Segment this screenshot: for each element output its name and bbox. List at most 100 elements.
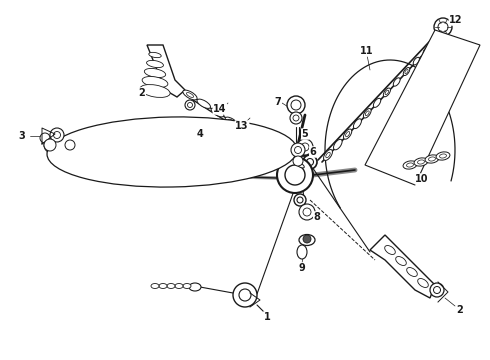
Text: 9: 9	[298, 263, 305, 273]
Ellipse shape	[417, 279, 428, 288]
Circle shape	[44, 137, 60, 153]
Ellipse shape	[147, 60, 164, 68]
Ellipse shape	[294, 194, 306, 206]
Circle shape	[303, 208, 311, 216]
Circle shape	[287, 96, 305, 114]
Circle shape	[65, 140, 75, 150]
Circle shape	[291, 143, 305, 157]
Circle shape	[290, 112, 302, 124]
Circle shape	[299, 204, 315, 220]
Ellipse shape	[282, 153, 291, 159]
Ellipse shape	[211, 108, 224, 117]
Circle shape	[301, 143, 309, 151]
Text: 2: 2	[139, 88, 146, 98]
Text: 13: 13	[235, 121, 249, 131]
Circle shape	[48, 141, 56, 149]
Ellipse shape	[151, 284, 159, 288]
Ellipse shape	[197, 99, 211, 108]
Ellipse shape	[403, 68, 410, 76]
Ellipse shape	[225, 117, 237, 125]
Circle shape	[293, 156, 303, 166]
Text: 7: 7	[274, 97, 281, 107]
Ellipse shape	[183, 284, 191, 288]
Ellipse shape	[425, 49, 428, 53]
Ellipse shape	[307, 158, 314, 166]
Ellipse shape	[228, 119, 234, 123]
Ellipse shape	[423, 47, 429, 54]
Text: 2: 2	[139, 88, 146, 98]
Ellipse shape	[414, 158, 428, 166]
Text: 8: 8	[314, 212, 320, 222]
Ellipse shape	[189, 283, 201, 291]
Ellipse shape	[183, 90, 197, 100]
Ellipse shape	[383, 88, 391, 97]
Ellipse shape	[413, 57, 419, 65]
Circle shape	[293, 115, 299, 121]
Ellipse shape	[436, 152, 450, 160]
Ellipse shape	[425, 155, 439, 163]
Circle shape	[40, 133, 50, 143]
Ellipse shape	[385, 90, 389, 95]
Text: 9: 9	[298, 263, 305, 273]
Ellipse shape	[125, 155, 135, 165]
Ellipse shape	[47, 117, 297, 187]
Text: 4: 4	[196, 129, 203, 139]
Ellipse shape	[353, 119, 362, 129]
Ellipse shape	[303, 155, 317, 169]
Ellipse shape	[268, 144, 277, 151]
Ellipse shape	[345, 132, 350, 137]
Ellipse shape	[334, 139, 342, 150]
Ellipse shape	[429, 157, 436, 161]
Circle shape	[53, 131, 60, 139]
Ellipse shape	[159, 284, 167, 288]
Ellipse shape	[385, 246, 395, 255]
Ellipse shape	[203, 143, 217, 153]
Text: 3: 3	[19, 131, 25, 141]
Ellipse shape	[364, 108, 371, 118]
Text: 8: 8	[314, 212, 320, 222]
Polygon shape	[147, 45, 185, 97]
Ellipse shape	[158, 143, 172, 153]
Ellipse shape	[407, 267, 417, 276]
Text: 5: 5	[302, 129, 308, 139]
Ellipse shape	[149, 52, 161, 58]
Ellipse shape	[396, 257, 406, 265]
Ellipse shape	[140, 85, 170, 98]
Text: 3: 3	[19, 131, 25, 141]
Circle shape	[188, 103, 193, 108]
Ellipse shape	[145, 68, 166, 77]
Text: 12: 12	[449, 15, 463, 25]
Ellipse shape	[393, 78, 400, 86]
Ellipse shape	[433, 37, 439, 44]
Ellipse shape	[343, 129, 352, 139]
Ellipse shape	[366, 111, 369, 116]
Text: 5: 5	[302, 129, 308, 139]
Ellipse shape	[405, 69, 408, 73]
Circle shape	[285, 165, 305, 185]
Circle shape	[185, 100, 195, 110]
Ellipse shape	[186, 93, 194, 98]
Polygon shape	[370, 235, 435, 298]
Circle shape	[294, 147, 301, 153]
Circle shape	[44, 139, 56, 151]
Ellipse shape	[297, 245, 307, 259]
Ellipse shape	[403, 161, 417, 169]
Text: 10: 10	[415, 174, 429, 184]
Ellipse shape	[323, 149, 332, 161]
Circle shape	[161, 144, 169, 152]
Text: 4: 4	[196, 129, 203, 139]
Ellipse shape	[239, 126, 251, 134]
Text: 10: 10	[415, 174, 429, 184]
Circle shape	[233, 283, 257, 307]
Ellipse shape	[270, 146, 275, 149]
Circle shape	[430, 283, 444, 297]
Ellipse shape	[142, 77, 168, 87]
Text: 2: 2	[457, 305, 464, 315]
Ellipse shape	[296, 162, 304, 168]
Circle shape	[206, 144, 214, 152]
Ellipse shape	[299, 234, 315, 246]
Circle shape	[303, 235, 311, 243]
Circle shape	[434, 287, 441, 293]
Circle shape	[297, 139, 313, 155]
Text: 13: 13	[235, 121, 249, 131]
